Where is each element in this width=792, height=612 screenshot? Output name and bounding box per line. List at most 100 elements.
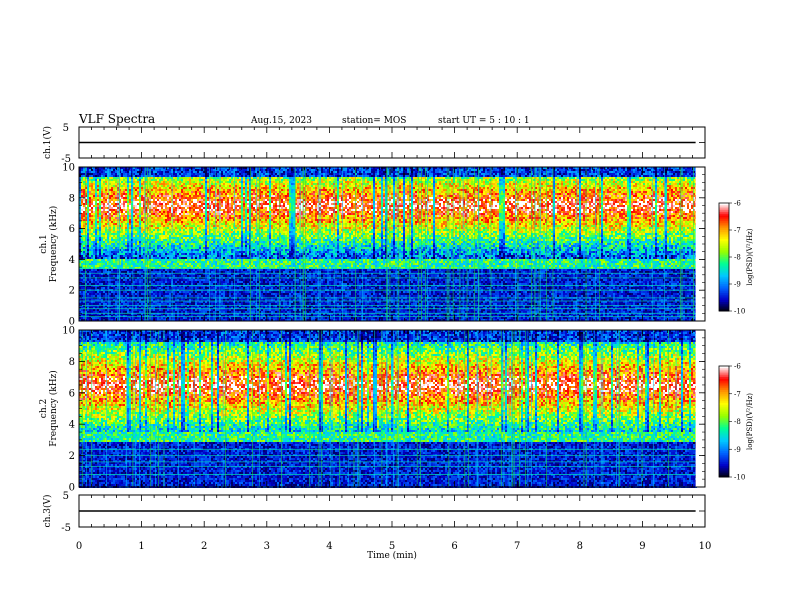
spectrogram-cell [105,313,107,315]
spectrogram-cell [179,249,181,251]
spectrogram-cell [111,197,113,199]
spectrogram-cell [123,317,125,319]
spectrogram-cell [115,249,117,251]
spectrogram-cell [103,195,105,197]
spectrogram-cell [119,201,121,203]
spectrogram-cell [195,223,197,225]
spectrogram-cell [145,231,147,233]
spectrogram-cell [91,283,93,285]
spectrogram-cell [203,201,205,203]
spectrogram-cell [169,247,171,249]
spectrogram-cell [87,279,89,281]
spectrogram-cell [83,287,85,289]
spectrogram-cell [179,253,181,255]
spectrogram-cell [187,231,189,233]
spectrogram-cell [187,201,189,203]
spectrogram-cell [185,283,187,285]
spectrogram-cell [191,267,193,269]
spectrogram-cell [167,293,169,295]
spectrogram-cell [193,203,195,205]
spectrogram-cell [139,171,141,173]
spectrogram-cell [145,281,147,283]
spectrogram-cell [93,217,95,219]
spectrogram-cell [185,313,187,315]
spectrogram-cell [103,275,105,277]
spectrogram-cell [153,195,155,197]
spectrogram-cell [163,285,165,287]
spectrogram-cell [79,215,81,217]
spectrogram-cell [177,287,179,289]
spectrogram-cell [127,221,129,223]
spectrogram-cell [101,183,103,185]
spectrogram-cell [99,217,101,219]
spectrogram-cell [187,197,189,199]
spectrogram-cell [81,195,83,197]
spectrogram-cell [159,307,161,309]
spectrogram-cell [131,219,133,221]
spectrogram-cell [181,265,183,267]
spectrogram-cell [169,185,171,187]
spectrogram-cell [147,199,149,201]
spectrogram-cell [101,187,103,189]
spectrogram-cell [189,175,191,177]
spectrogram-cell [163,171,165,173]
spectrogram-cell [145,215,147,217]
spectrogram-cell [125,301,127,303]
spectrogram-cell [155,177,157,179]
spectrogram-cell [193,235,195,237]
spectrogram-cell [137,173,139,175]
date-label: Aug.15, 2023 [250,116,312,126]
spectrogram-cell [155,281,157,283]
spectrogram-cell [83,183,85,185]
spectrogram-cell [193,313,195,315]
spectrogram-cell [199,239,201,241]
spectrogram-cell [109,273,111,275]
spectrogram-cell [153,207,155,209]
spectrogram-cell [197,237,199,239]
spectrogram-cell [113,225,115,227]
spectrogram-cell [81,249,83,251]
spectrogram-cell [133,299,135,301]
spectrogram-cell [95,271,97,273]
spectrogram-cell [175,243,177,245]
spectrogram-cell [101,259,103,261]
spectrogram-cell [147,279,149,281]
spectrogram-cell [85,243,87,245]
spectrogram-cell [131,209,133,211]
spectrogram-cell [203,247,205,249]
spectrogram-cell [197,207,199,209]
spectrogram-cell [141,193,143,195]
spectrogram-cell [193,189,195,191]
spectrogram-cell [177,313,179,315]
spectrogram-cell [115,299,117,301]
spectrogram-cell [189,219,191,221]
spectrogram-cell [103,205,105,207]
spectrogram-cell [127,191,129,193]
spectrogram-cell [181,171,183,173]
spectrogram-cell [119,191,121,193]
spectrogram-cell [155,213,157,215]
spectrogram-cell [189,225,191,227]
spectrogram-cell [173,265,175,267]
spectrogram-cell [81,203,83,205]
spectrogram-cell [191,187,193,189]
spectrogram-cell [113,253,115,255]
spectrogram-cell [143,253,145,255]
spectrogram-cell [119,217,121,219]
spectrogram-cell [163,263,165,265]
spectrogram-cell [137,271,139,273]
spectrogram-cell [83,193,85,195]
spectrogram-cell [167,261,169,263]
spectrogram-cell [147,271,149,273]
spectrogram-cell [199,317,201,319]
spectrogram-cell [103,281,105,283]
spectrogram-cell [145,191,147,193]
spectrogram-cell [95,261,97,263]
spectrogram-cell [159,189,161,191]
spectrogram-cell [95,173,97,175]
spectrogram-cell [135,237,137,239]
spectrogram-cell [121,313,123,315]
spectrogram-cell [121,213,123,215]
spectrogram-cell [135,167,137,169]
spectrogram-cell [137,231,139,233]
